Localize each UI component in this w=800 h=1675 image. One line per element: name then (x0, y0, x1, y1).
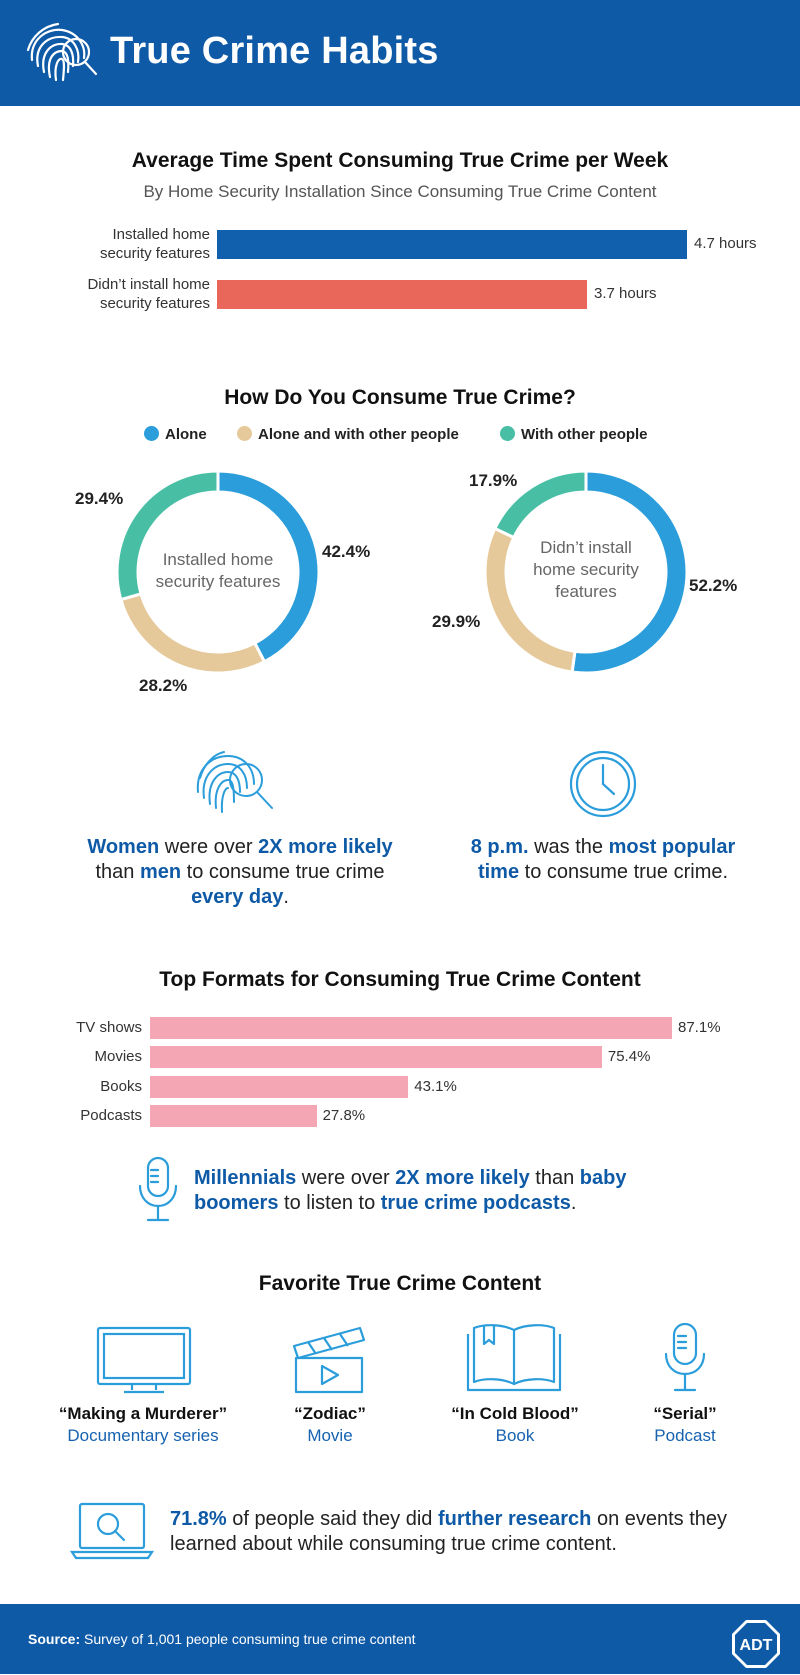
favorite-kind-podcast: Podcast (654, 1426, 716, 1445)
bar-not-installed (217, 280, 587, 309)
fingerprint-icon (24, 22, 100, 88)
donut-slice-alone-and-with-other-people (118, 591, 267, 675)
format-bar-tv-shows (150, 1017, 672, 1039)
bar-label-installed: Installed home security features (99, 226, 210, 262)
page-title: True Crime Habits (110, 30, 439, 72)
favorite-title-making-a-murderer: “Making a Murderer” (58, 1404, 228, 1423)
fingerprint-magnifier-icon (192, 748, 282, 820)
bar-value-installed: 4.7 hours (694, 235, 757, 252)
format-label-books: Books (100, 1077, 142, 1095)
laptop-search-icon (70, 1502, 154, 1560)
donut-slice-with-other-people (115, 469, 220, 602)
legend-mixed: Alone and with other people (237, 426, 459, 443)
clock-icon (568, 749, 638, 819)
header-banner: True Crime Habits (0, 0, 800, 106)
donut2-value-mixed: 29.9% (432, 612, 481, 631)
legend-swatch-others (500, 426, 515, 441)
donut1-value-alone: 42.4% (322, 542, 371, 561)
bar-label-not-installed: Didn’t install home security features (87, 276, 210, 312)
favorite-kind-book: Book (495, 1426, 535, 1445)
donut-not-installed (483, 469, 689, 675)
favorite-kind-documentary: Documentary series (67, 1426, 219, 1445)
donut2-center-label: Didn’t install home security features (533, 538, 639, 601)
legend-alone: Alone (144, 426, 207, 443)
donut1-center-label: Installed home security features (155, 550, 281, 591)
favorites-title: Favorite True Crime Content (258, 1272, 542, 1295)
stat-millennials: Millennials were over 2X more likely tha… (194, 1167, 627, 1214)
donut-installed (115, 469, 321, 675)
stat-women: Women were over 2X more likely than men … (87, 836, 393, 908)
donut1-value-mixed: 28.2% (139, 676, 188, 695)
chart1-subtitle: By Home Security Installation Since Cons… (143, 182, 657, 201)
format-bar-books (150, 1075, 409, 1098)
format-value-podcasts: 27.8% (322, 1106, 366, 1124)
legend-others: With other people (500, 426, 648, 443)
favorite-kind-movie: Movie (307, 1426, 353, 1445)
microphone-icon (136, 1156, 180, 1224)
chart3-title: Top Formats for Consuming True Crime Con… (159, 968, 641, 991)
footer: Source: Survey of 1,001 people consuming… (0, 1604, 800, 1674)
stat-time: 8 p.m. was the most popular time to cons… (470, 836, 736, 883)
favorite-title-in-cold-blood: “In Cold Blood” (451, 1404, 579, 1423)
format-label-podcasts: Podcasts (80, 1106, 142, 1124)
format-label-movies: Movies (94, 1048, 142, 1066)
format-label-tv-shows: TV shows (76, 1019, 142, 1036)
bar-value-not-installed: 3.7 hours (594, 285, 657, 302)
bar-installed (217, 230, 687, 259)
legend-swatch-alone (144, 426, 159, 441)
adt-logo-text: ADT (740, 1637, 773, 1654)
format-value-movies: 75.4% (607, 1048, 651, 1066)
format-bar-podcasts (150, 1104, 317, 1127)
favorite-title-serial: “Serial” (653, 1404, 717, 1423)
donut-legend: Alone Alone and with other people With o… (0, 426, 800, 448)
book-icon (466, 1320, 562, 1392)
donut2-value-others: 17.9% (469, 471, 518, 490)
donut-slice-with-other-people (492, 469, 588, 540)
donut1-value-others: 29.4% (75, 489, 124, 508)
format-bar-movies (150, 1046, 602, 1069)
chart1-title: Average Time Spent Consuming True Crime … (131, 149, 669, 172)
microphone-icon (662, 1322, 708, 1394)
stat-further-research: 71.8% of people said they did further re… (170, 1508, 728, 1555)
favorite-title-zodiac: “Zodiac” (294, 1404, 366, 1423)
clapperboard-icon (290, 1320, 366, 1394)
legend-swatch-mixed (237, 426, 252, 441)
donut2-value-alone: 52.2% (689, 576, 738, 595)
chart2-title: How Do You Consume True Crime? (224, 386, 576, 409)
adt-logo: ADT (730, 1618, 782, 1670)
source-note: Source: Survey of 1,001 people consuming… (28, 1631, 416, 1647)
format-value-books: 43.1% (414, 1077, 457, 1095)
format-value-tv-shows: 87.1% (678, 1019, 721, 1036)
tv-icon (96, 1326, 192, 1394)
